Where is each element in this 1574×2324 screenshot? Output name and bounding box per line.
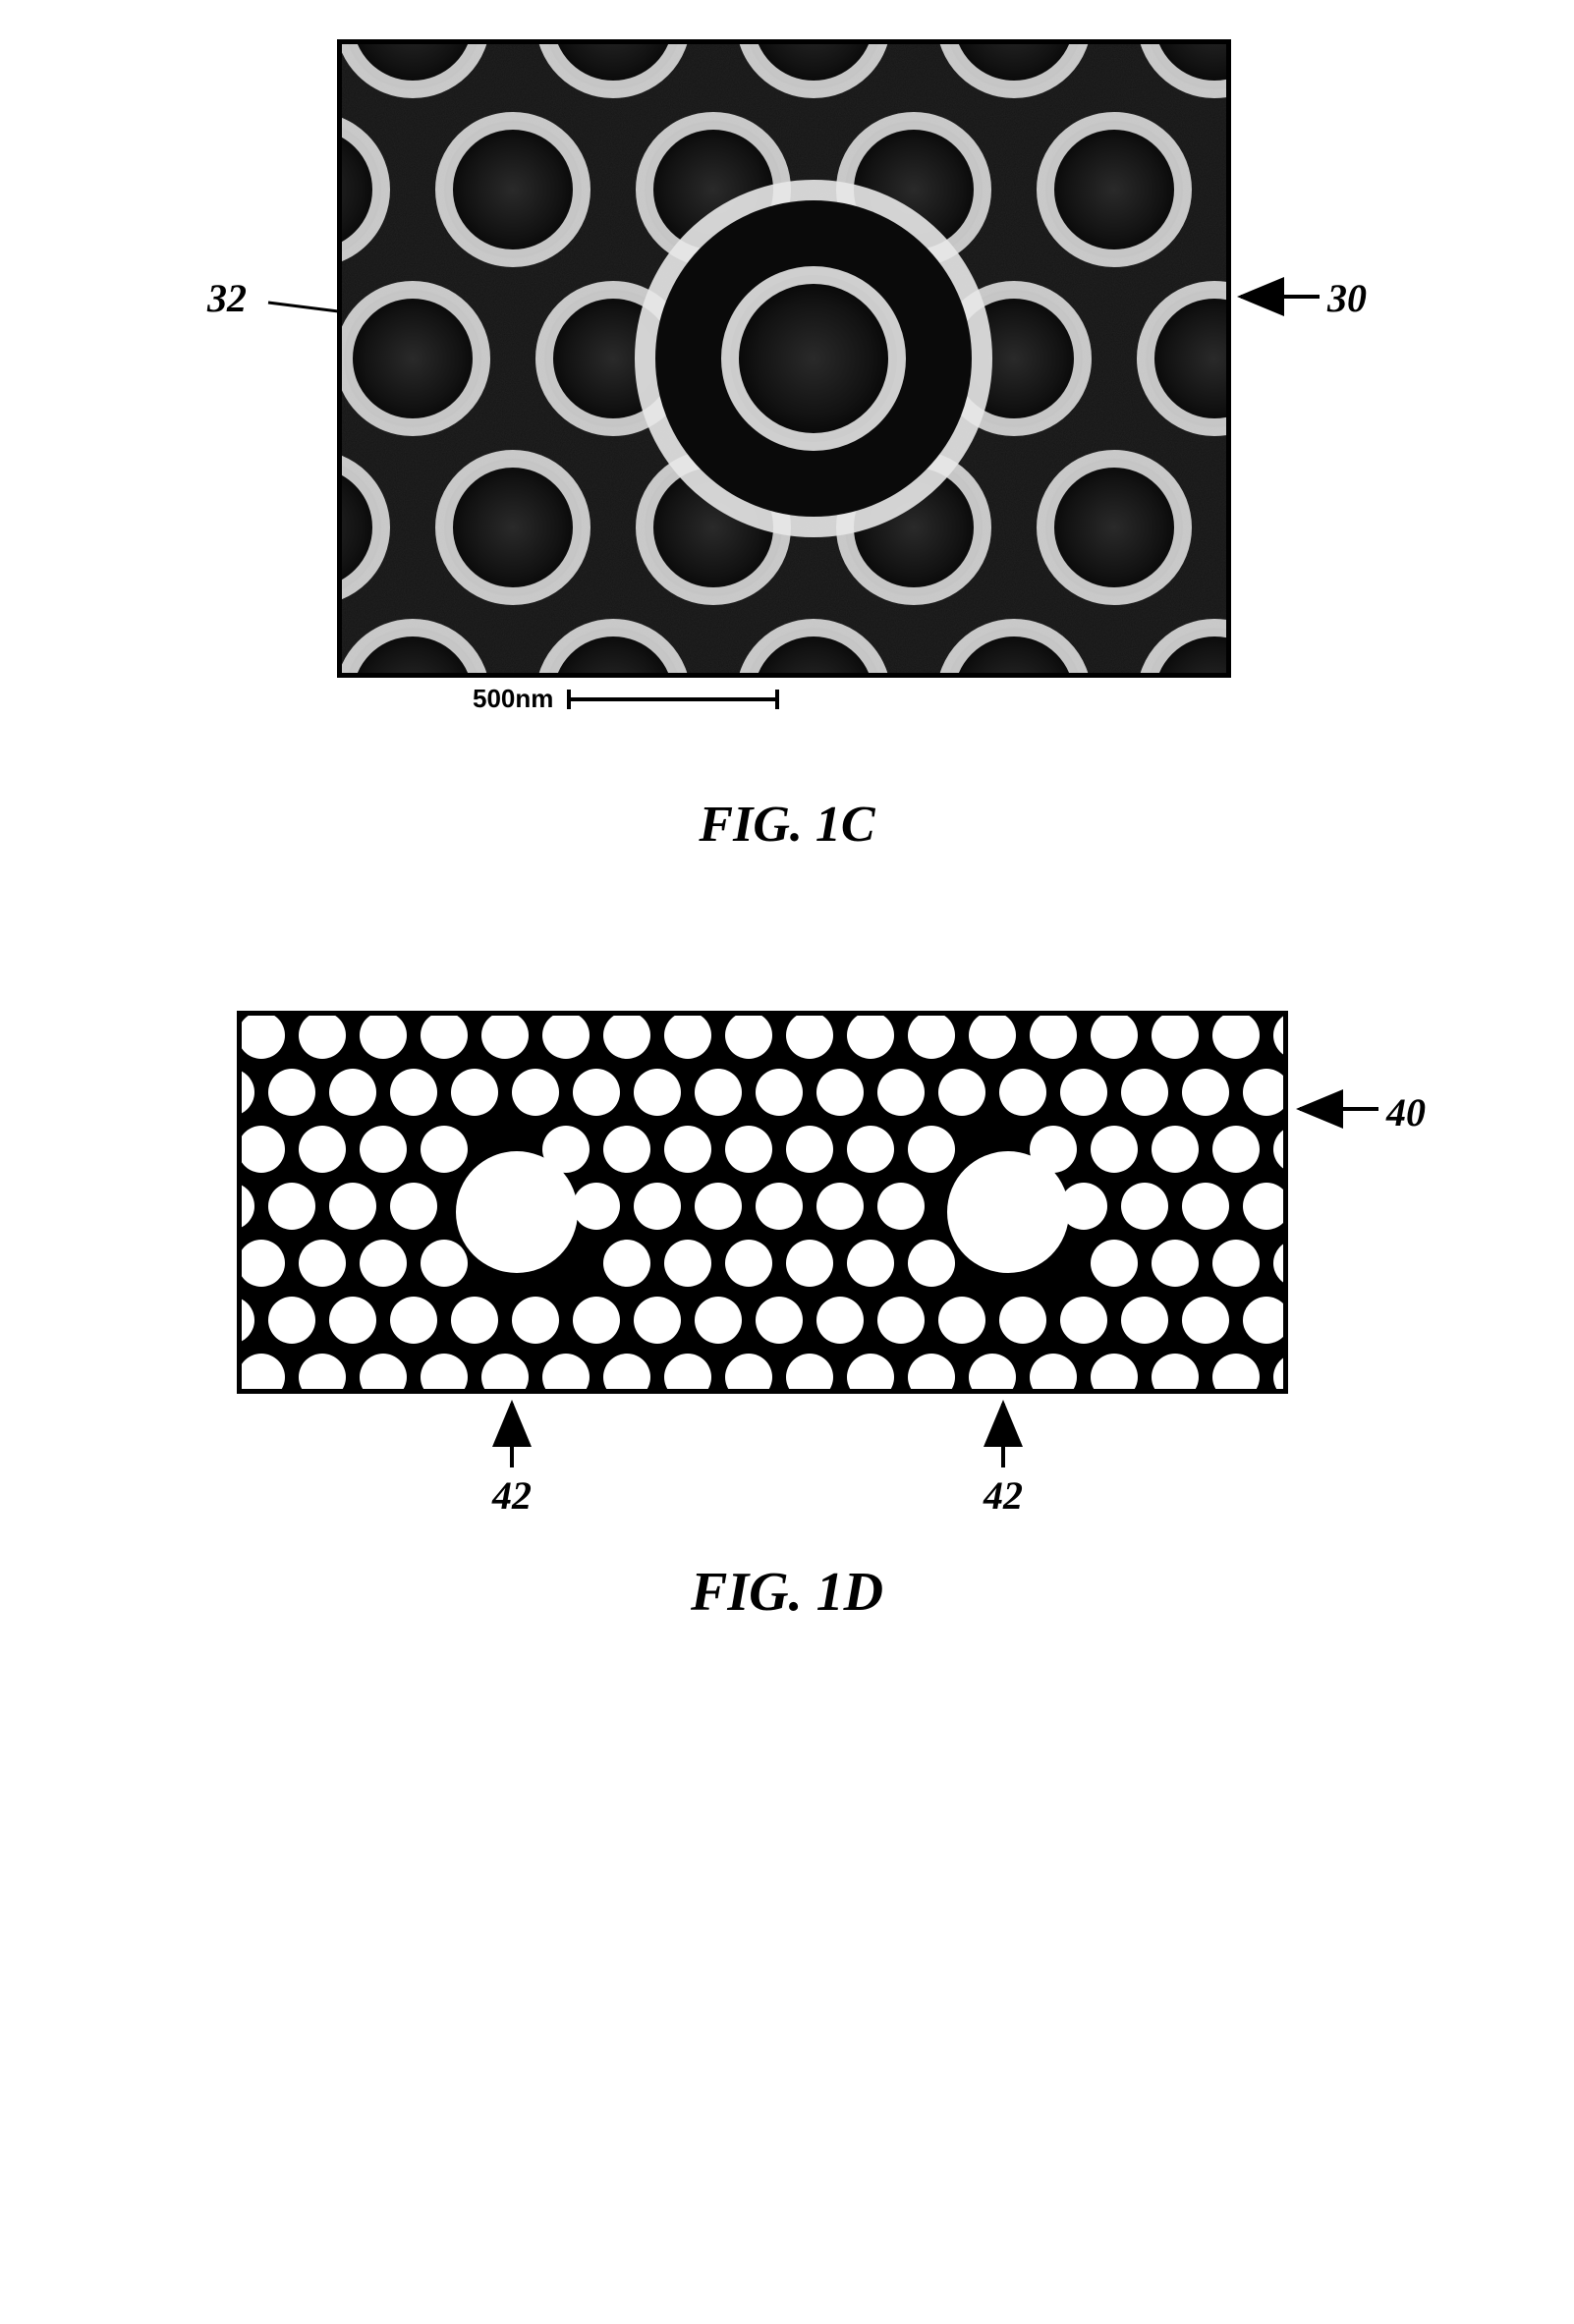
scale-bar-1c: 500nm [473, 684, 781, 714]
caption-1c: FIG. 1C [148, 796, 1426, 854]
figure-1c-block: 32 30 [148, 39, 1426, 952]
fig1d-image-frame [237, 1011, 1288, 1394]
caption-1d: FIG. 1D [109, 1561, 1465, 1624]
scale-bar-line [565, 688, 781, 711]
fig1d-svg [242, 1016, 1283, 1389]
fig1c-svg [342, 44, 1226, 673]
ref-label-42-left: 42 [492, 1472, 532, 1519]
ref-label-30: 30 [1327, 275, 1367, 321]
fig1c-image-frame [337, 39, 1231, 678]
ref-label-40: 40 [1386, 1089, 1426, 1135]
ref-label-42-right: 42 [984, 1472, 1023, 1519]
figure-1d-block: 40 42 42 FIG. 1D [109, 1011, 1465, 1692]
ref-label-32: 32 [207, 275, 247, 321]
scale-label-1c: 500nm [473, 684, 553, 714]
